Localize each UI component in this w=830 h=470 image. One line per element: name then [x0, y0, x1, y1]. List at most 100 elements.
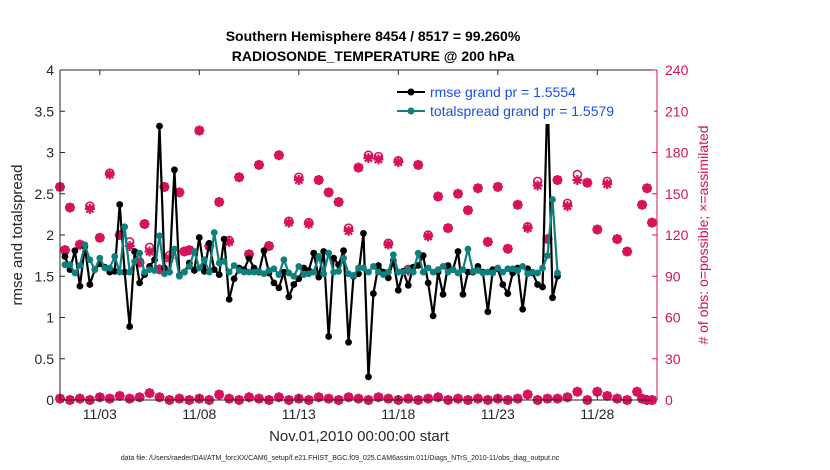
obs-assimilated-marker — [637, 199, 648, 210]
rmse-data-point — [121, 268, 129, 276]
right-tick-label: 90 — [665, 268, 681, 284]
x-axis-label: Nov.01,2010 00:00:00 start — [269, 428, 450, 445]
obs-assimilated-marker — [114, 230, 125, 240]
totalspread-data-point — [539, 264, 546, 272]
obs-low-count-assimilated-marker — [552, 393, 563, 404]
totalspread-data-point — [389, 251, 397, 259]
rmse-data-point — [519, 305, 527, 313]
totalspread-data-point — [504, 265, 512, 273]
obs-assimilated-marker — [323, 187, 334, 198]
obs-low-count-assimilated-marker — [592, 386, 603, 397]
obs-low-count-assimilated-marker — [254, 393, 264, 404]
obs-low-count-assimilated-marker — [124, 393, 135, 404]
rmse-data-point — [429, 312, 437, 320]
obs-low-count-assimilated-marker — [522, 389, 533, 400]
left-tick-label: 2 — [46, 227, 54, 243]
totalspread-data-point — [66, 261, 74, 269]
rmse-data-point — [325, 333, 333, 340]
totalspread-data-point — [519, 262, 527, 270]
rmse-data-point — [384, 274, 392, 282]
rmse-data-point — [225, 295, 233, 303]
chart-title-line1: Southern Hemisphere 8454 / 8517 = 99.260… — [226, 28, 521, 44]
obs-assimilated-marker — [184, 245, 195, 256]
totalspread-data-point — [205, 268, 213, 276]
rmse-data-point — [454, 248, 462, 255]
obs-low-count-assimilated-marker — [572, 386, 583, 397]
totalspread-data-point — [365, 268, 372, 276]
rmse-data-point — [345, 338, 352, 346]
x-tick-label: 11/13 — [282, 406, 316, 422]
totalspread-data-point — [414, 249, 422, 257]
obs-low-count-assimilated-marker — [74, 393, 85, 404]
right-tick-label: 210 — [665, 103, 689, 119]
totalspread-data-point — [409, 268, 417, 276]
totalspread-data-point — [370, 262, 377, 270]
obs-assimilated-marker — [333, 197, 344, 207]
obs-low-count-assimilated-marker — [373, 392, 384, 403]
legend-totalspread-marker — [407, 107, 415, 115]
left-tick-label: 0.5 — [35, 351, 55, 367]
totalspread-data-point — [86, 256, 94, 264]
obs-assimilated-marker — [482, 236, 493, 247]
rmse-data-point — [370, 290, 377, 297]
totalspread-data-point — [280, 256, 288, 264]
obs-assimilated-marker — [74, 239, 85, 250]
rmse-data-point — [270, 279, 278, 287]
obs-assimilated-marker — [462, 205, 473, 216]
obs-low-count-assimilated-marker — [403, 393, 414, 404]
totalspread-data-point — [394, 268, 402, 276]
x-tick-label: 11/08 — [182, 406, 216, 422]
obs-low-count-assimilated-marker — [273, 392, 284, 403]
totalspread-data-point — [384, 268, 392, 276]
totalspread-data-point — [434, 266, 442, 274]
x-tick-label: 11/28 — [580, 406, 614, 422]
obs-low-count-assimilated-marker — [632, 386, 643, 397]
totalspread-data-point — [220, 258, 228, 265]
obs-assimilated-marker — [363, 153, 374, 163]
rmse-data-point — [290, 281, 298, 288]
x-tick-label: 11/23 — [481, 406, 515, 422]
rmse-data-point — [424, 279, 432, 287]
totalspread-data-point — [171, 245, 178, 253]
obs-assimilated-marker — [393, 157, 404, 168]
totalspread-data-point — [514, 267, 522, 274]
obs-assimilated-marker — [552, 175, 563, 185]
totalspread-data-point — [449, 266, 457, 274]
totalspread-data-point — [76, 262, 84, 269]
chart-title-line2: RADIOSONDE_TEMPERATURE @ 200 hPa — [232, 48, 515, 64]
obs-low-count-assimilated-marker — [323, 393, 334, 404]
obs-low-count-assimilated-marker — [637, 393, 648, 404]
obs-assimilated-marker — [154, 264, 165, 275]
totalspread-data-point — [116, 268, 124, 276]
totalspread-data-point — [225, 268, 233, 276]
rmse-data-point — [394, 286, 402, 294]
obs-assimilated-marker — [303, 219, 314, 229]
totalspread-data-point — [151, 267, 158, 274]
obs-assimilated-marker — [383, 239, 394, 250]
totalspread-data-point — [320, 270, 328, 278]
legend-rmse-label: rmse grand pr = 1.5554 — [430, 84, 576, 100]
right-tick-label: 30 — [665, 351, 681, 367]
obs-low-count-assimilated-marker — [612, 393, 623, 404]
rmse-data-point — [215, 271, 223, 278]
rmse-data-point — [340, 247, 347, 255]
totalspread-data-point — [355, 264, 362, 272]
totalspread-data-point — [459, 266, 467, 274]
obs-assimilated-marker — [144, 246, 155, 257]
rmse-data-point — [459, 291, 467, 298]
totalspread-data-point — [81, 241, 89, 249]
rmse-data-point — [76, 282, 84, 290]
totalspread-data-point — [439, 262, 447, 270]
totalspread-data-point — [360, 264, 367, 272]
totalspread-data-point — [190, 248, 198, 255]
obs-assimilated-marker — [179, 246, 190, 257]
obs-low-count-assimilated-marker — [114, 390, 125, 401]
obs-assimilated-marker — [443, 223, 454, 234]
data-file-footnote: data file: /Users/raeder/DAI/ATM_forcXX/… — [121, 455, 560, 462]
obs-low-count-assimilated-marker — [542, 393, 553, 404]
rmse-data-point — [86, 281, 94, 288]
obs-assimilated-marker — [572, 175, 583, 185]
totalspread-data-point — [126, 268, 134, 276]
rmse-data-point — [330, 254, 338, 262]
